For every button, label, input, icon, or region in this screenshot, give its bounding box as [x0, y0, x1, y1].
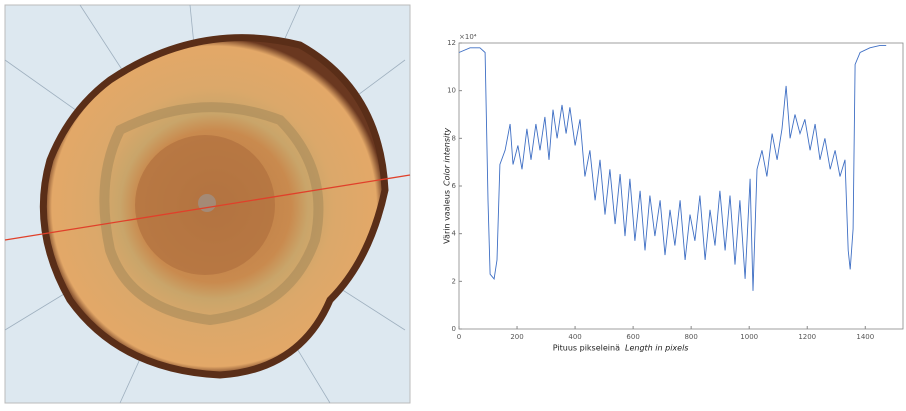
y-tick-label: 0: [452, 325, 456, 333]
x-axis-label-en: Length in pixels: [625, 344, 688, 353]
y-tick-label: 10: [447, 87, 456, 95]
x-axis-label: Pituus pikseleinä: [553, 344, 620, 353]
chart: ×10⁴ Pituus pikseleinä Length in pixels …: [443, 33, 904, 353]
x-tick-label: 0: [457, 333, 461, 341]
y-tick-label: 8: [452, 134, 456, 142]
data-line: [458, 44, 887, 291]
y-tick-label: 6: [452, 182, 457, 190]
y-axis-label-en: Color intensity: [443, 128, 452, 186]
x-tick-label: 600: [626, 333, 639, 341]
x-tick-label: 1400: [856, 333, 874, 341]
x-tick-label: 1000: [740, 333, 758, 341]
x-tick-label: 400: [568, 333, 581, 341]
plot-frame: [458, 42, 904, 330]
x-tick-label: 1200: [798, 333, 816, 341]
photo: [4, 4, 411, 404]
y-offset-label: ×10⁴: [459, 33, 477, 41]
y-tick-label: 12: [447, 39, 456, 47]
y-tick-label: 2: [452, 277, 456, 285]
y-axis-label: Värin vaaleus: [443, 190, 452, 244]
x-tick-label: 800: [684, 333, 697, 341]
y-tick-label: 4: [452, 230, 457, 238]
x-tick-label: 200: [510, 333, 523, 341]
